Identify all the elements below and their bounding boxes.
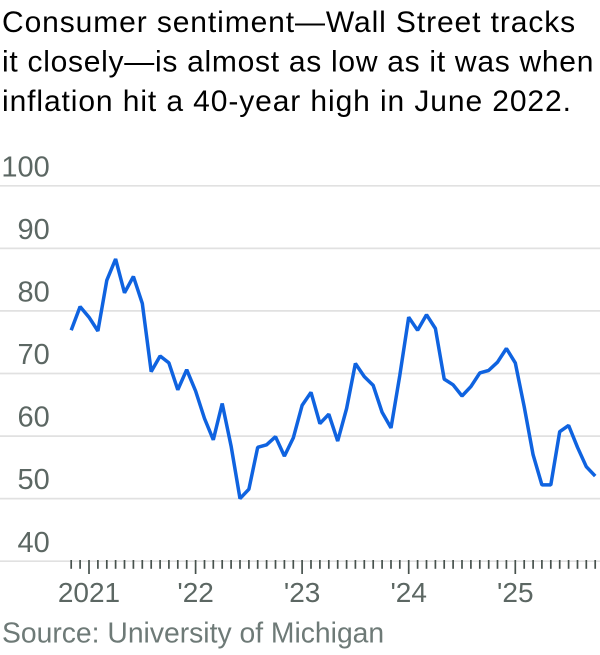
svg-text:'23: '23 bbox=[284, 577, 321, 608]
svg-text:40: 40 bbox=[18, 527, 50, 559]
svg-text:'24: '24 bbox=[390, 577, 427, 608]
svg-text:90: 90 bbox=[18, 214, 50, 246]
svg-text:inflation hit a 40-year high i: inflation hit a 40-year high in June 202… bbox=[2, 85, 572, 118]
svg-text:2021: 2021 bbox=[58, 577, 120, 608]
svg-text:Consumer sentiment—Wall Street: Consumer sentiment—Wall Street tracks bbox=[2, 6, 576, 39]
svg-text:100: 100 bbox=[1, 151, 49, 183]
svg-text:'25: '25 bbox=[497, 577, 534, 608]
svg-text:60: 60 bbox=[18, 402, 50, 434]
svg-text:'22: '22 bbox=[177, 577, 214, 608]
svg-text:80: 80 bbox=[18, 277, 50, 309]
svg-text:it closely—is almost as low as: it closely—is almost as low as it was wh… bbox=[2, 46, 594, 79]
svg-text:50: 50 bbox=[18, 464, 50, 496]
svg-text:Source: University of Michigan: Source: University of Michigan bbox=[2, 617, 384, 649]
svg-text:70: 70 bbox=[18, 339, 50, 371]
